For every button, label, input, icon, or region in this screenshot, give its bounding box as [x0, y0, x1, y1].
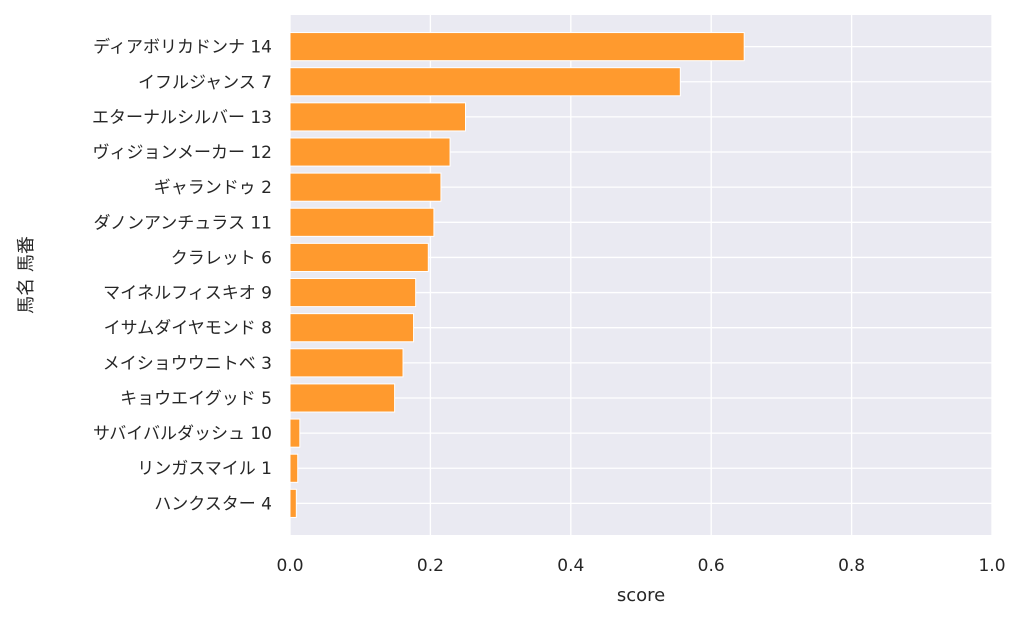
- y-tick-label: ギャランドゥ 2: [154, 178, 272, 198]
- bar: [289, 172, 442, 202]
- bars: [289, 32, 745, 518]
- bar: [289, 32, 745, 62]
- y-tick-label: イサムダイヤモンド 8: [104, 319, 272, 339]
- y-tick-label: エターナルシルバー 13: [92, 108, 272, 128]
- y-tick-label: クラレット 6: [171, 248, 272, 268]
- x-tick-label: 0.4: [557, 556, 584, 576]
- y-tick-label: イフルジャンス 7: [138, 73, 272, 93]
- y-tick-label: マイネルフィスキオ 9: [103, 284, 272, 304]
- bar: [289, 418, 301, 448]
- x-axis-label: score: [617, 585, 665, 606]
- y-axis-label: 馬名 馬番: [16, 236, 37, 314]
- bar: [289, 348, 404, 378]
- bar: [289, 453, 299, 483]
- bar: [289, 313, 415, 343]
- y-tick-label: ヴィジョンメーカー 12: [92, 143, 272, 163]
- x-tick-label: 0.0: [276, 556, 303, 576]
- x-tick-label: 1.0: [978, 556, 1005, 576]
- x-tick-labels: 0.0 0.2 0.4 0.6 0.8 1.0: [276, 556, 1005, 576]
- bar: [289, 242, 429, 272]
- x-tick-label: 0.6: [698, 556, 725, 576]
- y-tick-label: キョウエイグッド 5: [120, 389, 272, 409]
- bar: [289, 278, 417, 308]
- y-tick-label: ハンクスター 4: [154, 494, 272, 514]
- y-tick-labels: ディアボリカドンナ 14 イフルジャンス 7 エターナルシルバー 13 ヴィジョンメー…: [92, 37, 272, 515]
- y-tick-label: リンガスマイル 1: [137, 459, 272, 479]
- x-tick-label: 0.8: [838, 556, 865, 576]
- plot-area: [290, 15, 992, 535]
- bar: [289, 488, 297, 518]
- y-tick-label: サバイバルダッシュ 10: [93, 424, 272, 444]
- y-tick-label: ディアボリカドンナ 14: [93, 37, 272, 58]
- x-tick-label: 0.2: [417, 556, 444, 576]
- bar: [289, 67, 681, 97]
- y-tick-label: ダノンアンチュラス 11: [93, 213, 272, 233]
- bar: [289, 102, 466, 132]
- bar: [289, 207, 435, 237]
- y-tick-label: メイショウウニトベ 3: [103, 354, 272, 374]
- bar: [289, 383, 396, 413]
- bar: [289, 137, 451, 167]
